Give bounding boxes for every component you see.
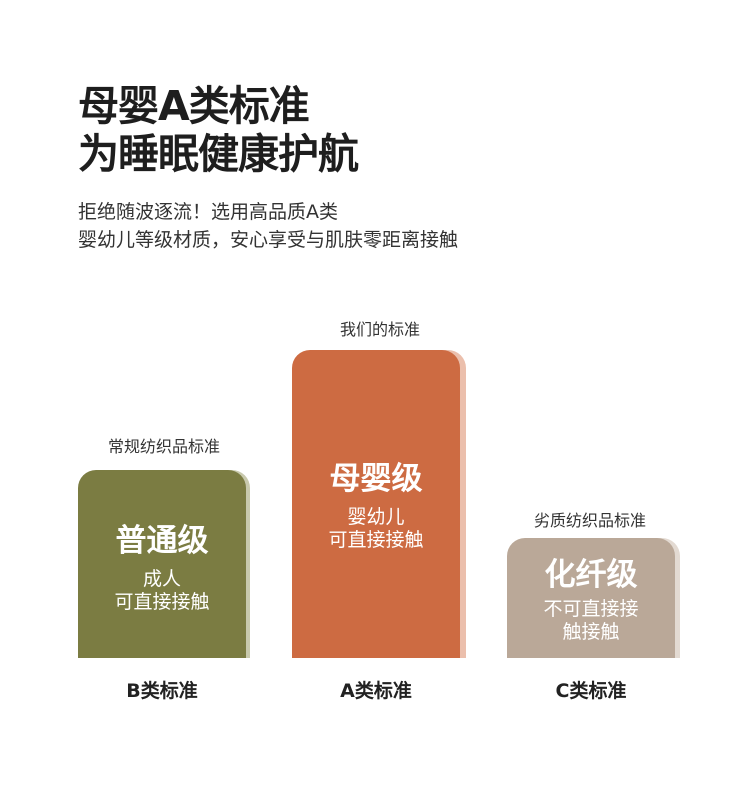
bar-b-bottom-label: B类标准	[126, 680, 198, 702]
bar-c: 化纤级 不可直接接 触接触	[507, 538, 675, 658]
bar-b-top-label: 常规纺织品标准	[107, 437, 220, 456]
bar-c-desc2: 触接触	[562, 621, 620, 643]
bar-c-desc1: 不可直接接	[543, 598, 639, 620]
bar-a-bottom-label: A类标准	[340, 680, 412, 702]
subtitle-line2: 婴幼儿等级材质，安心享受与肌肤零距离接触	[78, 229, 459, 251]
bar-b-desc2: 可直接接触	[114, 591, 210, 613]
bar-b: 普通级 成人 可直接接触	[78, 470, 246, 658]
headline-line1: 母婴A类标准	[78, 82, 310, 130]
headline-line2: 为睡眠健康护航	[78, 130, 359, 178]
headline: 母婴A类标准 为睡眠健康护航	[78, 82, 359, 178]
bar-c-level: 化纤级	[544, 557, 638, 593]
bar-c-bottom-label: C类标准	[555, 680, 627, 702]
bar-a-desc1: 婴幼儿	[347, 506, 405, 528]
bar-a-level: 母婴级	[329, 461, 423, 497]
bar-a-desc2: 可直接接触	[328, 529, 424, 551]
bar-b-desc1: 成人	[142, 568, 181, 590]
bar-b-level: 普通级	[115, 523, 209, 559]
bar-a-top-label: 我们的标准	[339, 320, 420, 339]
subtitle: 拒绝随波逐流！选用高品质A类 婴幼儿等级材质，安心享受与肌肤零距离接触	[78, 198, 458, 254]
bar-a: 母婴级 婴幼儿 可直接接触	[292, 350, 460, 658]
bar-c-top-label: 劣质纺织品标准	[533, 511, 646, 530]
subtitle-line1: 拒绝随波逐流！选用高品质A类	[78, 201, 338, 223]
